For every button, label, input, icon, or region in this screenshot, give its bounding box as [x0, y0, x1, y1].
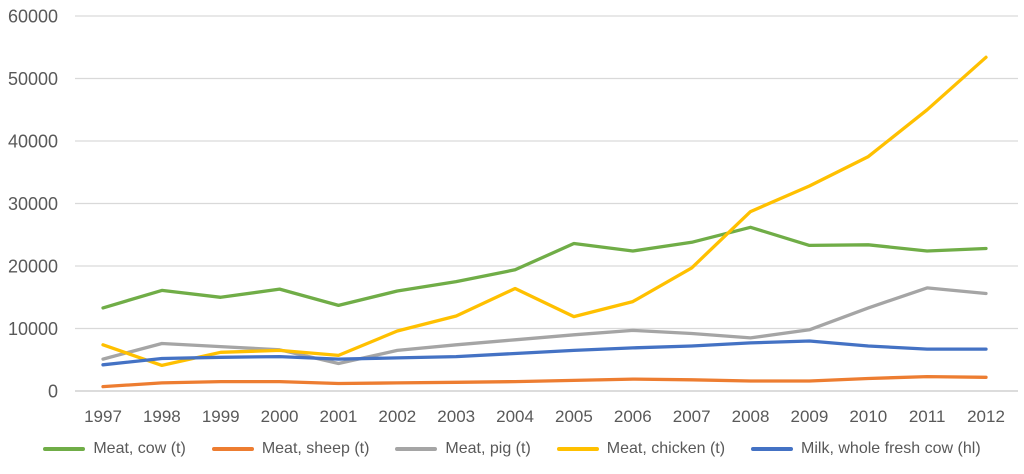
x-tick-label: 2002: [378, 407, 416, 426]
x-tick-label: 2004: [496, 407, 534, 426]
legend-line-swatch: [43, 447, 86, 451]
y-tick-label: 60000: [8, 7, 58, 27]
x-tick-label: 2009: [790, 407, 828, 426]
legend-item: Meat, sheep (t): [211, 440, 370, 458]
x-tick-label: 1997: [84, 407, 122, 426]
series-line: [101, 225, 988, 310]
legend-line-swatch: [211, 447, 254, 451]
series-line: [101, 374, 988, 389]
legend-item: Meat, chicken (t): [556, 440, 726, 458]
legend-label: Meat, pig (t): [445, 440, 531, 457]
x-tick-label: 2007: [673, 407, 711, 426]
legend-label: Meat, sheep (t): [261, 440, 370, 457]
plot-area: 0 10000 20000 30000 40000 50000 60000 1997 1998 1…: [8, 7, 1018, 426]
legend-item: Milk, whole fresh cow (hl): [751, 440, 981, 458]
y-tick-label: 20000: [8, 257, 58, 277]
y-tick-label: 0: [48, 382, 58, 402]
legend-line-swatch: [556, 447, 599, 451]
y-tick-label: 40000: [8, 132, 58, 152]
y-tick-label: 50000: [8, 69, 58, 89]
series-line: [101, 55, 988, 368]
x-tick-label: 1998: [143, 407, 181, 426]
legend-line-swatch: [395, 447, 438, 451]
x-tick-label: 2008: [732, 407, 770, 426]
x-tick-label: 2003: [437, 407, 475, 426]
series-line: [101, 286, 988, 366]
legend-item: Meat, pig (t): [395, 440, 531, 458]
series-line: [101, 339, 988, 367]
chart-canvas: 0 10000 20000 30000 40000 50000 60000 1997 1998 1…: [8, 7, 1018, 426]
x-tick-label: 2005: [555, 407, 593, 426]
x-tick-label: 2011: [909, 407, 946, 426]
legend-label: Meat, chicken (t): [606, 440, 726, 457]
y-tick-label: 10000: [8, 319, 58, 339]
x-tick-label: 2001: [320, 407, 358, 426]
x-tick-label: 2006: [614, 407, 652, 426]
legend-label: Meat, cow (t): [93, 440, 186, 457]
x-tick-label: 2000: [261, 407, 299, 426]
x-tick-label: 2010: [849, 407, 887, 426]
y-tick-label: 30000: [8, 194, 58, 214]
x-tick-label: 1999: [202, 407, 240, 426]
legend-line-swatch: [751, 447, 794, 451]
legend-label: Milk, whole fresh cow (hl): [801, 440, 981, 457]
x-tick-label: 2012: [967, 407, 1005, 426]
chart-legend: Meat, cow (t) Meat, sheep (t) Meat, pig (t…: [0, 428, 1024, 470]
legend-item: Meat, cow (t): [43, 440, 186, 458]
